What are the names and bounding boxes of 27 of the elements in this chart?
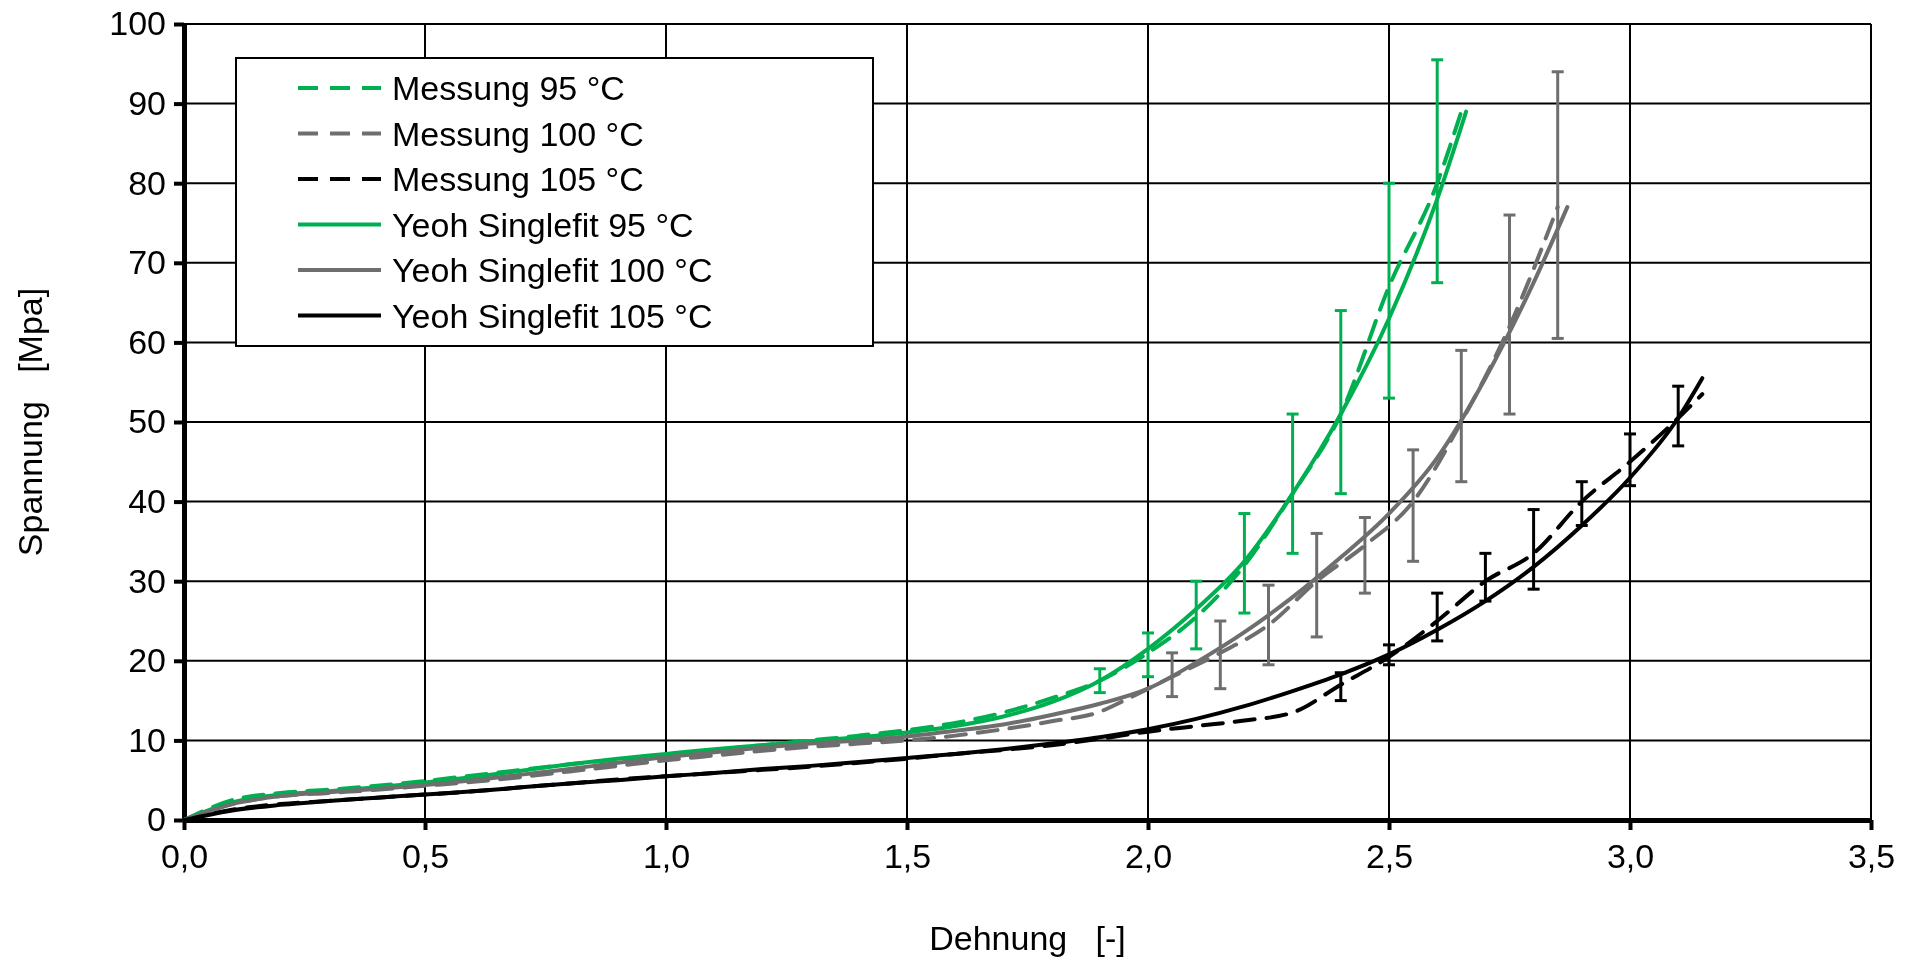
y-tick-label: 90 <box>128 83 166 122</box>
y-tick-label: 0 <box>147 800 166 839</box>
y-tick-label: 20 <box>128 641 166 680</box>
x-tick-label: 1,0 <box>642 837 691 876</box>
legend-label: Messung 95 °C <box>392 69 625 107</box>
legend-label: Yeoh Singlefit 95 °C <box>392 205 694 244</box>
legend-label: Messung 100 °C <box>392 114 644 153</box>
y-tick-label: 30 <box>128 561 166 600</box>
x-tick-label: 0,5 <box>401 837 450 876</box>
legend-label: Messung 105 °C <box>392 160 644 198</box>
y-tick-label: 60 <box>128 322 166 361</box>
legend-label: Yeoh Singlefit 100 °C <box>392 251 713 289</box>
y-tick-label: 100 <box>109 4 166 43</box>
y-tick-label: 10 <box>128 720 166 759</box>
y-tick-label: 80 <box>128 163 166 202</box>
y-tick-label: 40 <box>128 481 166 520</box>
x-tick-label: 3,5 <box>1847 837 1896 876</box>
legend-label: Yeoh Singlefit 105 °C <box>392 296 713 335</box>
x-tick-label: 2,0 <box>1124 837 1173 876</box>
x-axis-title: Dehnung [-] <box>929 919 1126 957</box>
y-tick-label: 70 <box>128 243 166 282</box>
y-tick-label: 50 <box>128 402 166 441</box>
x-tick-label: 3,0 <box>1606 837 1655 876</box>
x-tick-label: 2,5 <box>1365 837 1414 876</box>
y-axis-title: Spannung [Mpa] <box>11 287 49 557</box>
x-tick-label: 0,0 <box>160 837 209 876</box>
x-tick-label: 1,5 <box>883 837 932 876</box>
